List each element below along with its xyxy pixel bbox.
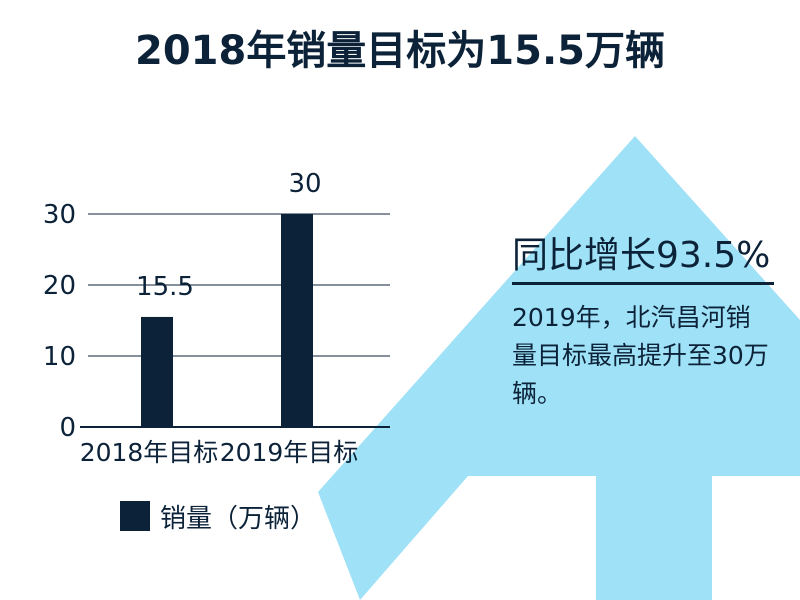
- x-tick-label: 2018年目标: [80, 438, 219, 467]
- bar: [141, 316, 173, 427]
- x-tick-label: 2019年目标: [220, 438, 359, 467]
- data-label: 30: [288, 169, 321, 199]
- y-tick-label: 0: [59, 413, 76, 443]
- data-label: 15.5: [136, 272, 194, 302]
- legend-swatch: [120, 501, 150, 531]
- bar: [281, 214, 313, 427]
- legend-label: 销量（万辆）: [160, 504, 317, 534]
- callout-headline: 同比增长93.5%: [512, 235, 771, 276]
- page-title: 2018年销量目标为15.5万辆: [134, 28, 666, 74]
- upward-arrow-shape: [318, 136, 800, 600]
- callout-body: 2019年，北汽昌河销量目标最高提升至30万辆。: [512, 303, 769, 408]
- y-tick-label: 10: [43, 342, 76, 372]
- callout: 同比增长93.5% 2019年，北汽昌河销量目标最高提升至30万辆。: [512, 226, 774, 413]
- y-tick-label: 20: [43, 271, 76, 301]
- callout-divider: [512, 282, 774, 285]
- y-tick-label: 30: [43, 200, 76, 230]
